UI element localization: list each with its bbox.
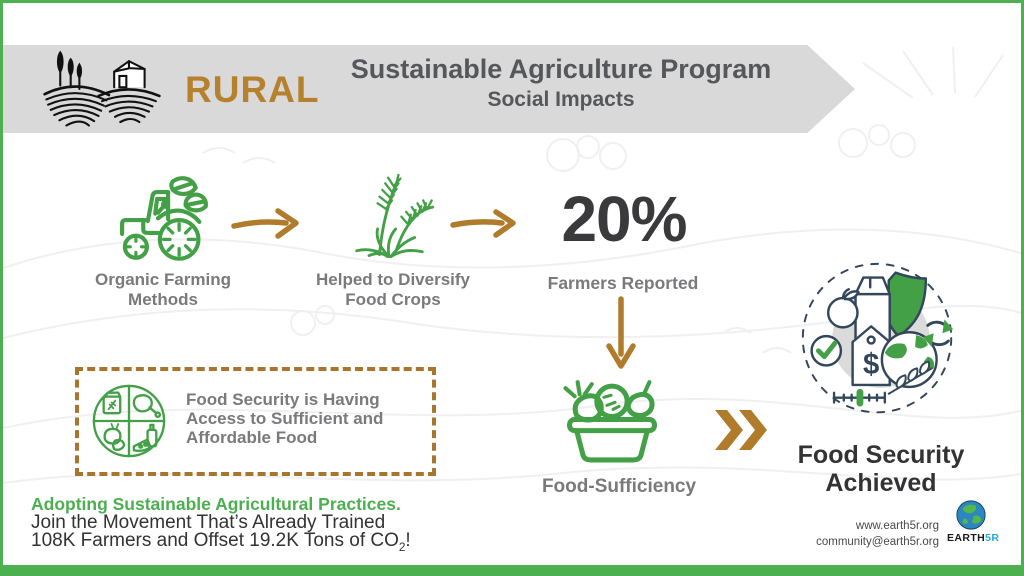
vegetable-basket-icon	[563, 380, 657, 463]
footer-line2-main: 108K Farmers and Offset 19.2K Tons of CO	[31, 530, 399, 551]
contact-block: www.earth5r.org community@earth5r.org	[816, 519, 939, 550]
food-groups-circle-icon	[92, 384, 166, 458]
earth5r-globe-icon	[956, 500, 986, 530]
co2-subscript: 2	[398, 540, 406, 554]
wheat-crop-icon	[355, 173, 435, 258]
arrow-down-icon	[606, 296, 636, 369]
bottom-green-bar	[3, 565, 1021, 573]
earth5r-logo: EARTH5R	[947, 499, 999, 544]
footer-headline: Adopting Sustainable Agricultural Practi…	[31, 494, 401, 514]
footer-line1: Join the Movement That’s Already Trained	[31, 512, 386, 533]
website-url: www.earth5r.org	[855, 520, 939, 532]
double-chevron-icon	[715, 410, 767, 450]
definition-box	[75, 367, 436, 476]
arrow-right-icon	[231, 208, 299, 239]
sufficiency-label: Food-Sufficiency	[541, 476, 697, 497]
stat-label: Farmers Reported	[547, 273, 699, 293]
step2-label: Helped to Diversify Food Crops	[316, 270, 470, 310]
price-tag-dollar: $	[863, 348, 879, 381]
organic-tractor-icon	[120, 176, 208, 261]
contact-email: community@earth5r.org	[816, 535, 939, 548]
logo-text-earth: EARTH	[947, 532, 986, 544]
food-security-collage-icon: $	[801, 262, 954, 414]
farm-fields-icon	[43, 50, 161, 127]
header-banner: RURAL Sustainable Agriculture Program So…	[3, 45, 855, 133]
page-subtitle: Social Impacts	[487, 88, 635, 112]
result-label: Food Security Achieved	[797, 441, 965, 497]
logo-text: EARTH5R	[947, 532, 999, 544]
logo-text-5r: 5R	[985, 532, 1000, 544]
stat-value: 20%	[561, 183, 687, 255]
arrow-right-icon	[450, 209, 516, 238]
footer-line2: 108K Farmers and Offset 19.2K Tons of CO…	[31, 530, 411, 554]
page-title: Sustainable Agriculture Program	[350, 54, 772, 84]
title-block: Sustainable Agriculture Program Social I…	[301, 54, 821, 112]
step1-label: Organic Farming Methods	[94, 270, 232, 310]
brand-label: RURAL	[185, 69, 320, 110]
definition-text: Food Security is Having Access to Suffic…	[186, 390, 384, 448]
footer-line2-end: !	[405, 530, 411, 551]
